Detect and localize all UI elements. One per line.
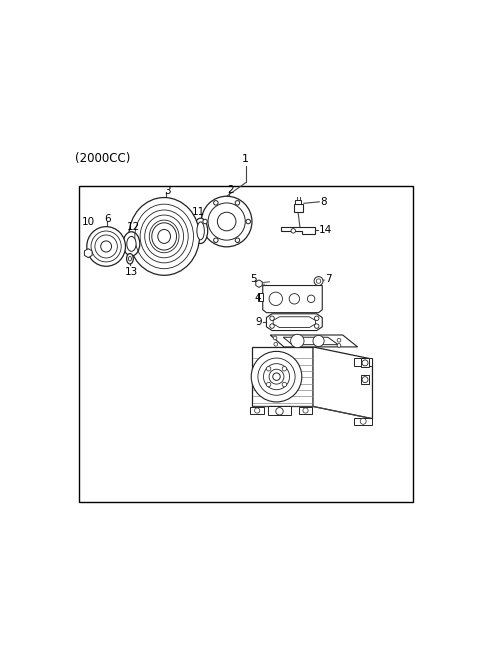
Text: 8: 8 — [321, 197, 327, 207]
Polygon shape — [270, 335, 358, 347]
Circle shape — [246, 219, 251, 224]
Text: 10: 10 — [82, 217, 95, 227]
Polygon shape — [361, 375, 369, 384]
Circle shape — [337, 344, 341, 347]
Text: 1: 1 — [241, 154, 248, 164]
Circle shape — [307, 295, 315, 302]
Circle shape — [266, 382, 271, 387]
Ellipse shape — [123, 232, 140, 256]
Text: 5: 5 — [251, 274, 257, 284]
Polygon shape — [251, 407, 264, 414]
Polygon shape — [299, 407, 312, 414]
Ellipse shape — [87, 226, 125, 266]
Circle shape — [202, 196, 252, 247]
Text: 2: 2 — [227, 184, 234, 195]
Polygon shape — [361, 358, 369, 367]
Circle shape — [276, 407, 283, 415]
Circle shape — [274, 342, 277, 346]
Polygon shape — [354, 418, 372, 425]
Ellipse shape — [129, 256, 132, 261]
Circle shape — [282, 382, 287, 387]
Circle shape — [314, 316, 319, 321]
Polygon shape — [283, 337, 338, 344]
Circle shape — [273, 373, 280, 380]
Circle shape — [266, 367, 271, 371]
Polygon shape — [252, 347, 313, 407]
Polygon shape — [256, 280, 262, 287]
Circle shape — [214, 201, 218, 205]
Circle shape — [360, 419, 366, 424]
Polygon shape — [84, 249, 92, 258]
Text: 12: 12 — [127, 222, 140, 232]
Circle shape — [289, 294, 300, 304]
Circle shape — [314, 277, 323, 285]
Polygon shape — [268, 407, 290, 415]
Polygon shape — [313, 347, 372, 419]
Ellipse shape — [193, 218, 208, 243]
Circle shape — [270, 324, 274, 328]
Circle shape — [362, 360, 368, 366]
Ellipse shape — [101, 241, 111, 252]
Circle shape — [217, 213, 236, 231]
Ellipse shape — [197, 222, 204, 240]
Circle shape — [313, 335, 324, 346]
Circle shape — [337, 338, 341, 342]
Text: 14: 14 — [319, 225, 332, 235]
Circle shape — [269, 292, 282, 306]
Text: 9: 9 — [255, 317, 262, 327]
Circle shape — [290, 335, 304, 348]
Polygon shape — [266, 314, 322, 331]
Text: 7: 7 — [325, 274, 332, 284]
Bar — [295, 200, 301, 204]
Text: 11: 11 — [192, 207, 205, 217]
Circle shape — [235, 238, 240, 243]
Circle shape — [214, 238, 218, 243]
Polygon shape — [263, 285, 322, 313]
Circle shape — [270, 316, 274, 321]
Circle shape — [303, 408, 308, 413]
Ellipse shape — [127, 236, 136, 251]
Circle shape — [273, 336, 277, 340]
Bar — [79, 186, 413, 502]
Circle shape — [282, 367, 287, 371]
Text: 13: 13 — [125, 267, 138, 277]
Circle shape — [235, 201, 240, 205]
Ellipse shape — [129, 197, 200, 276]
Ellipse shape — [158, 230, 170, 243]
Bar — [294, 204, 302, 213]
Circle shape — [208, 203, 245, 240]
Circle shape — [314, 324, 319, 328]
Circle shape — [291, 228, 296, 233]
Text: 4: 4 — [254, 293, 261, 302]
Circle shape — [316, 279, 321, 283]
Ellipse shape — [127, 253, 133, 264]
Text: 3: 3 — [165, 186, 171, 196]
Polygon shape — [281, 227, 315, 234]
Circle shape — [362, 377, 368, 382]
Text: (2000CC): (2000CC) — [75, 152, 130, 165]
Circle shape — [251, 352, 302, 402]
Circle shape — [254, 408, 260, 413]
Polygon shape — [258, 293, 263, 301]
Polygon shape — [354, 358, 372, 365]
Text: 6: 6 — [105, 215, 111, 224]
Ellipse shape — [152, 223, 177, 250]
Polygon shape — [273, 317, 315, 327]
Circle shape — [203, 219, 207, 224]
